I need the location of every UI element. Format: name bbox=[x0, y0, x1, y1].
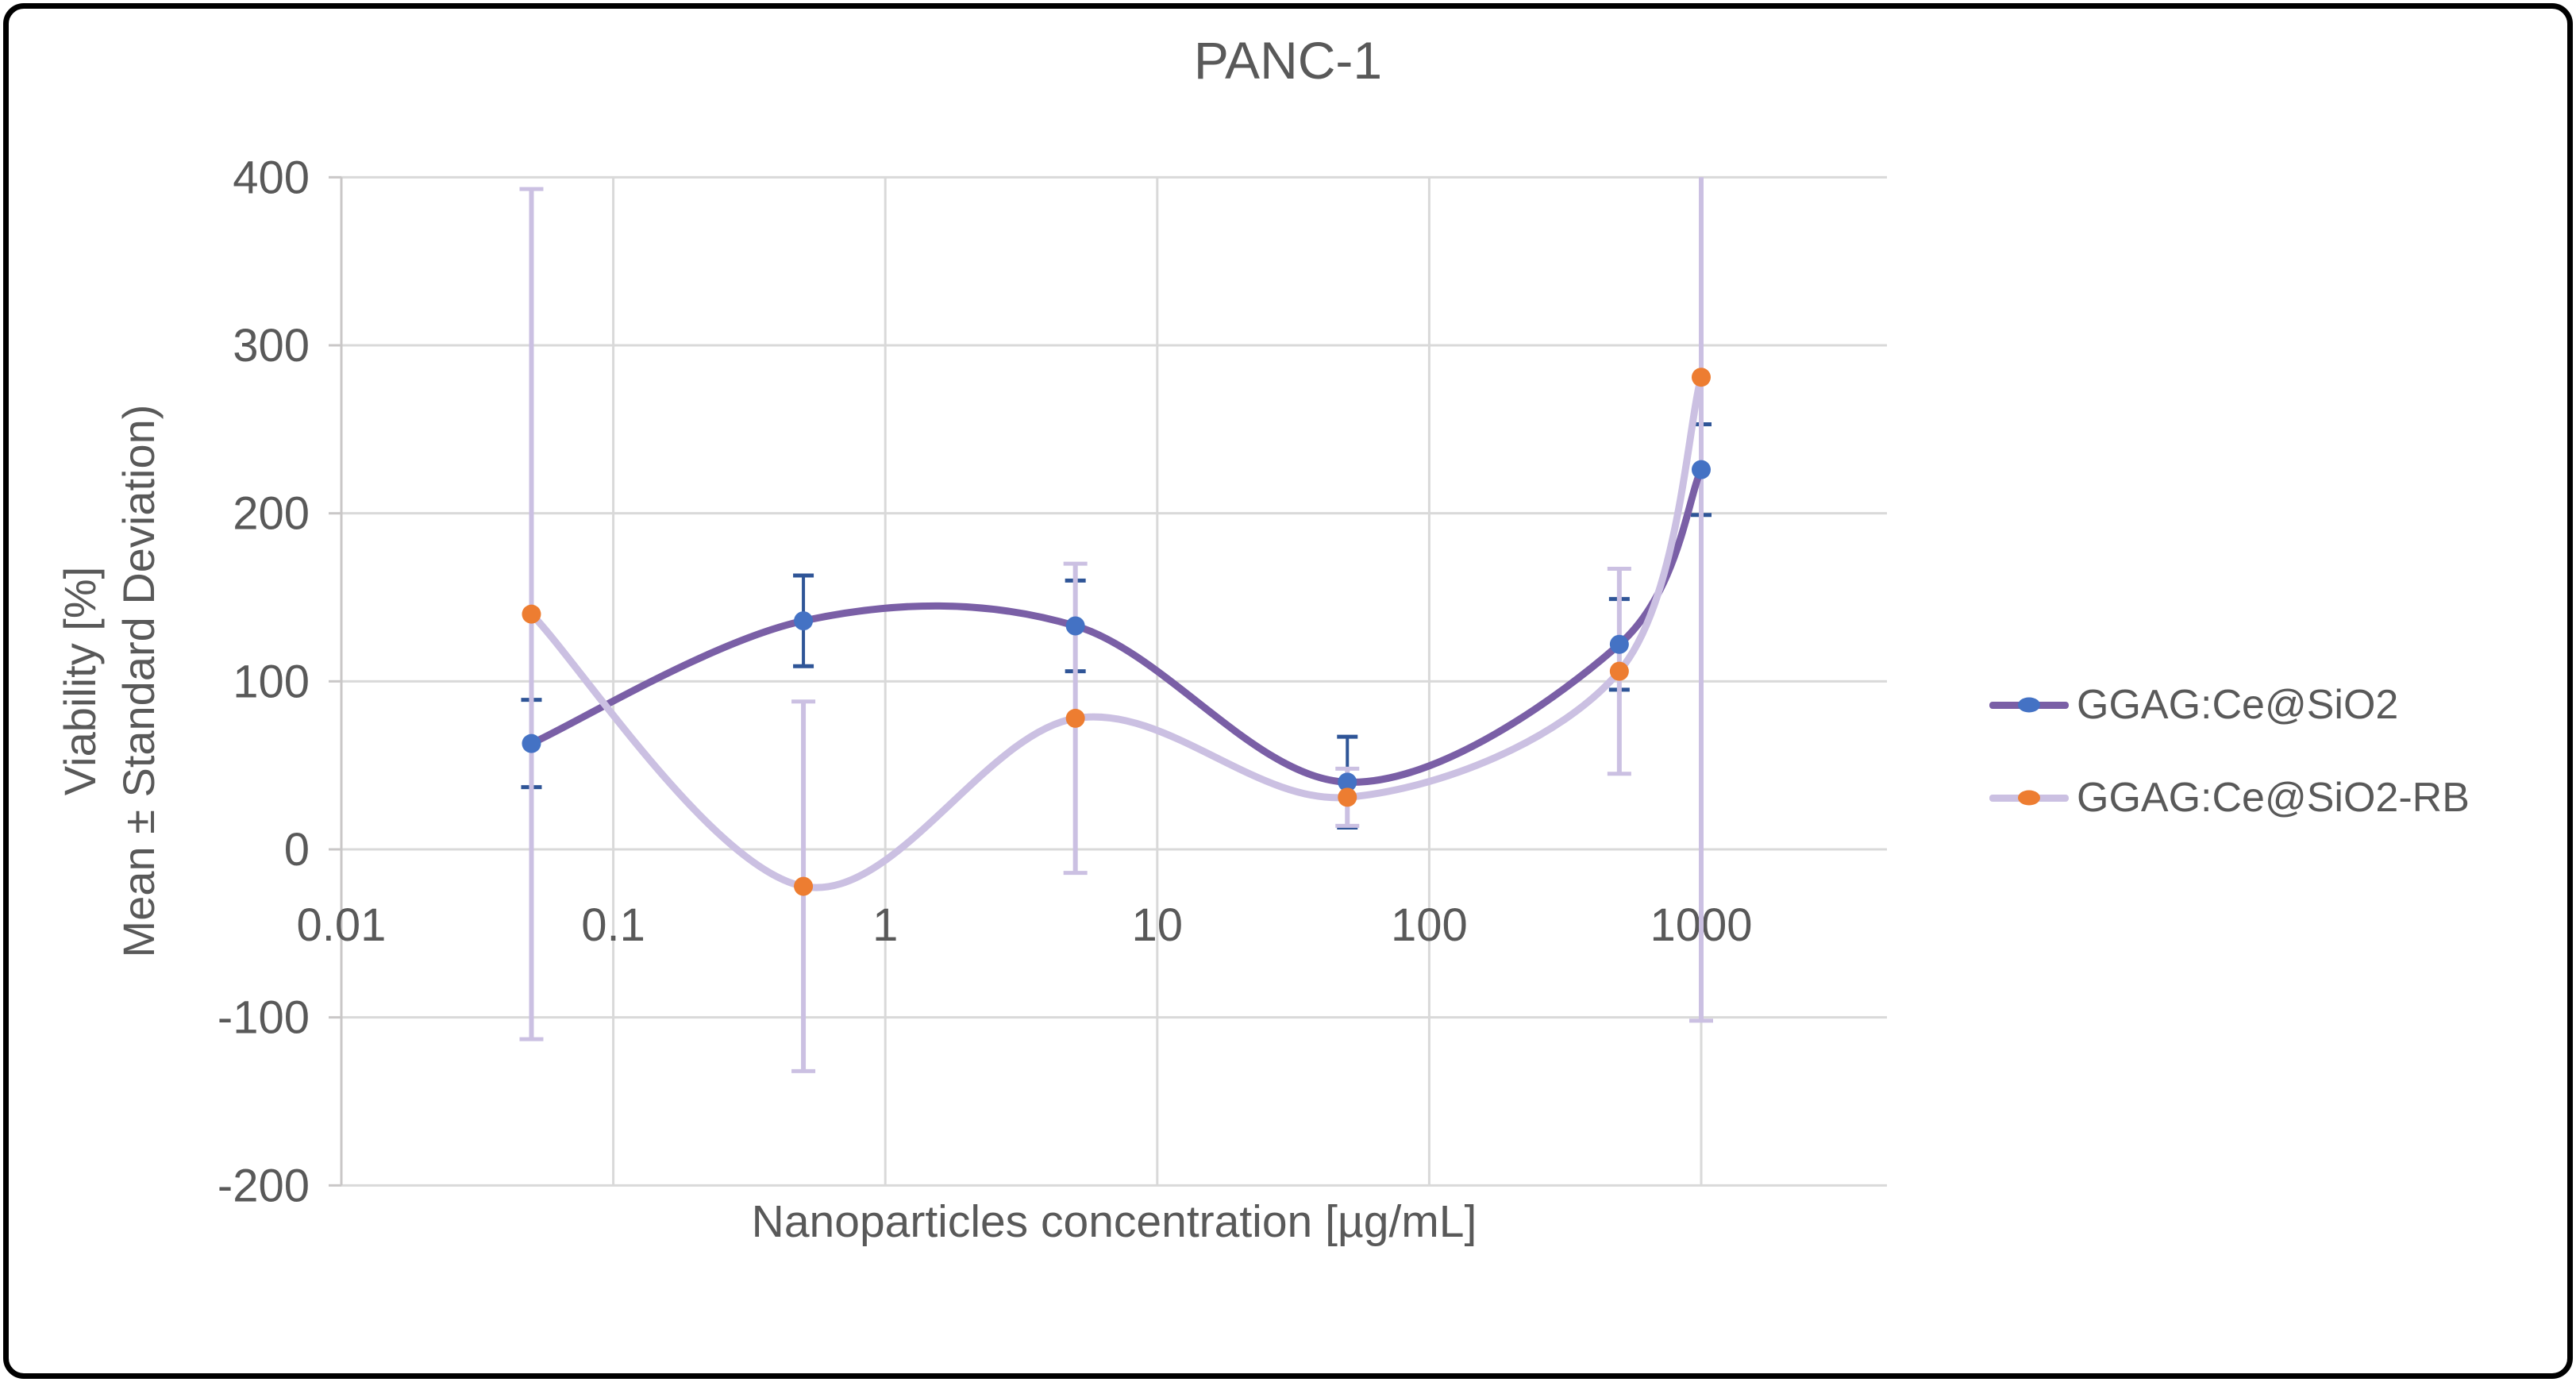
legend-marker-circle-icon bbox=[2018, 697, 2040, 713]
chart-title: PANC-1 bbox=[1193, 31, 1383, 90]
data-point-marker bbox=[1692, 368, 1711, 387]
x-tick-label: 10 bbox=[1132, 899, 1184, 951]
y-axis-title-line1: Viability [%] bbox=[55, 566, 105, 796]
y-tick-label: 200 bbox=[233, 488, 310, 540]
x-tick-label: 0.01 bbox=[297, 899, 387, 951]
data-point-marker bbox=[1609, 661, 1629, 681]
data-point-marker bbox=[1692, 460, 1711, 479]
y-axis-title: Viability [%] Mean ± Standard Deviation) bbox=[51, 405, 168, 958]
y-tick-label: -100 bbox=[218, 992, 310, 1044]
data-point-marker bbox=[522, 733, 541, 753]
data-point-marker bbox=[1338, 772, 1357, 792]
data-point-marker bbox=[794, 611, 814, 631]
data-point-marker bbox=[1065, 708, 1085, 728]
series-line bbox=[527, 373, 1705, 891]
data-point-marker bbox=[522, 604, 541, 624]
legend-line-sample bbox=[1989, 697, 2069, 713]
data-point-marker bbox=[794, 876, 814, 896]
x-tick-label: 1 bbox=[872, 899, 898, 951]
x-tick-label: 0.1 bbox=[581, 899, 645, 951]
legend-item-ggag-ce-sio2-rb: GGAG:Ce@SiO2-RB bbox=[1989, 773, 2470, 822]
x-axis-title: Nanoparticles concentration [µg/mL] bbox=[751, 1196, 1477, 1247]
plot-data-layer bbox=[519, 177, 1713, 1073]
series-line bbox=[527, 466, 1705, 786]
legend-label: GGAG:Ce@SiO2-RB bbox=[2077, 775, 2470, 821]
data-point-marker bbox=[1338, 787, 1357, 807]
y-tick-label: -200 bbox=[218, 1160, 310, 1211]
y-tick-label: 0 bbox=[284, 824, 310, 876]
y-tick-label: 300 bbox=[233, 320, 310, 371]
y-axis-title-line2: Mean ± Standard Deviation) bbox=[114, 404, 164, 958]
legend-label: GGAG:Ce@SiO2 bbox=[2077, 682, 2399, 728]
legend-line-sample bbox=[1989, 790, 2069, 806]
data-point-marker bbox=[1609, 634, 1629, 654]
legend-item-ggag-ce-sio2: GGAG:Ce@SiO2 bbox=[1989, 680, 2398, 729]
data-point-marker bbox=[1065, 616, 1085, 636]
y-tick-label: 100 bbox=[233, 656, 310, 707]
legend-marker-circle-icon bbox=[2018, 790, 2040, 806]
x-tick-label: 100 bbox=[1391, 899, 1468, 951]
y-tick-label: 400 bbox=[233, 152, 310, 203]
